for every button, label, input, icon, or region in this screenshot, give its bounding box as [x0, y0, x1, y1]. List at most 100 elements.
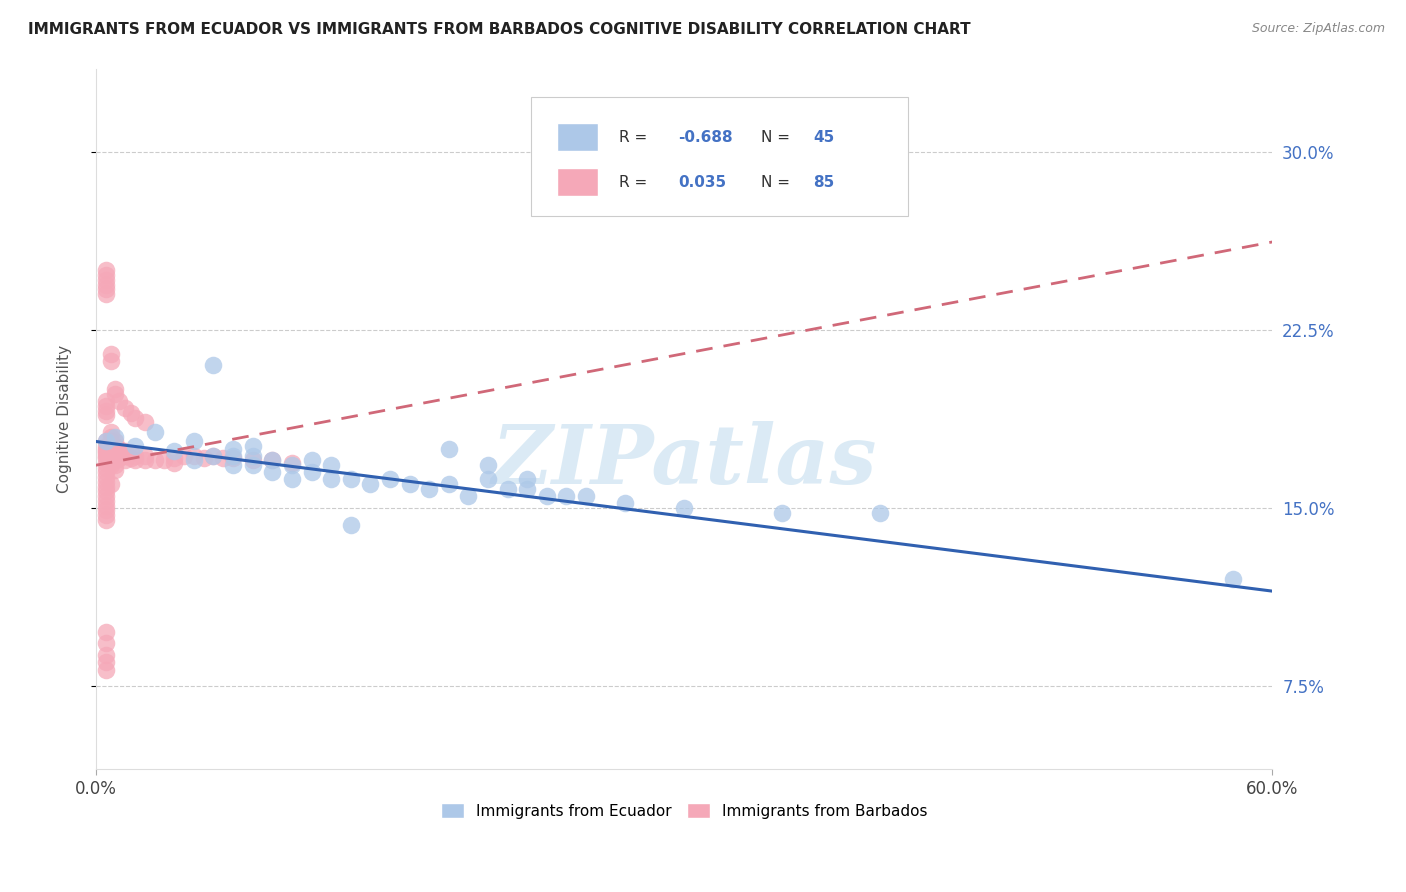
Point — [94, 480, 117, 494]
Point — [222, 451, 245, 466]
Point — [124, 449, 146, 463]
Point — [120, 451, 142, 466]
Point — [614, 496, 637, 510]
Text: N =: N = — [761, 129, 794, 145]
Point — [104, 458, 127, 473]
Point — [183, 434, 205, 449]
Point — [183, 453, 205, 467]
FancyBboxPatch shape — [557, 123, 599, 152]
Point — [104, 387, 127, 401]
Point — [104, 444, 127, 458]
Point — [100, 477, 122, 491]
Text: 45: 45 — [814, 129, 835, 145]
Point — [94, 446, 117, 460]
Point — [173, 449, 195, 463]
Point — [163, 456, 186, 470]
Point — [202, 449, 225, 463]
Point — [94, 409, 117, 423]
Point — [104, 449, 127, 463]
Point — [770, 506, 793, 520]
Point — [94, 263, 117, 277]
Point — [100, 353, 122, 368]
Point — [94, 434, 117, 449]
Point — [321, 473, 343, 487]
Point — [673, 501, 696, 516]
Point — [120, 406, 142, 420]
Point — [134, 416, 156, 430]
Point — [100, 458, 122, 473]
Point — [94, 503, 117, 517]
Point — [94, 403, 117, 417]
Point — [114, 401, 136, 416]
Point — [94, 434, 117, 449]
Point — [163, 444, 186, 458]
Point — [94, 470, 117, 484]
Point — [104, 439, 127, 453]
Point — [100, 425, 122, 439]
Point — [134, 453, 156, 467]
Point — [94, 513, 117, 527]
Point — [94, 663, 117, 677]
Point — [94, 439, 117, 453]
Point — [94, 508, 117, 522]
Point — [94, 287, 117, 301]
Point — [94, 460, 117, 475]
Point — [222, 458, 245, 473]
Point — [104, 453, 127, 467]
Point — [418, 482, 440, 496]
Point — [94, 394, 117, 409]
Point — [281, 473, 304, 487]
Point — [94, 399, 117, 413]
Point — [281, 456, 304, 470]
Point — [575, 489, 598, 503]
Point — [100, 439, 122, 453]
Point — [94, 444, 117, 458]
Point — [281, 458, 304, 473]
Point — [301, 466, 323, 480]
Point — [100, 434, 122, 449]
Point — [108, 394, 131, 409]
Point — [339, 517, 361, 532]
Point — [301, 453, 323, 467]
Point — [94, 273, 117, 287]
Point — [94, 277, 117, 292]
Point — [124, 410, 146, 425]
Point — [555, 489, 578, 503]
Text: Source: ZipAtlas.com: Source: ZipAtlas.com — [1251, 22, 1385, 36]
Point — [94, 466, 117, 480]
Point — [398, 477, 420, 491]
Point — [94, 494, 117, 508]
Point — [94, 484, 117, 499]
Point — [94, 442, 117, 456]
Point — [477, 458, 499, 473]
Point — [163, 451, 186, 466]
Text: ZIPatlas: ZIPatlas — [491, 421, 877, 501]
Point — [100, 449, 122, 463]
Point — [1222, 572, 1244, 586]
Point — [516, 473, 538, 487]
FancyBboxPatch shape — [557, 168, 599, 196]
Point — [242, 458, 264, 473]
Point — [94, 282, 117, 296]
Point — [108, 442, 131, 456]
Point — [437, 442, 460, 456]
Point — [457, 489, 479, 503]
Point — [222, 442, 245, 456]
Point — [100, 346, 122, 360]
Point — [114, 453, 136, 467]
Point — [143, 425, 166, 439]
Point — [262, 453, 284, 467]
Point — [242, 453, 264, 467]
Point — [193, 451, 215, 466]
Text: R =: R = — [620, 175, 652, 189]
Point — [94, 648, 117, 663]
Point — [202, 449, 225, 463]
Legend: Immigrants from Ecuador, Immigrants from Barbados: Immigrants from Ecuador, Immigrants from… — [434, 797, 934, 825]
Text: -0.688: -0.688 — [678, 129, 733, 145]
Text: IMMIGRANTS FROM ECUADOR VS IMMIGRANTS FROM BARBADOS COGNITIVE DISABILITY CORRELA: IMMIGRANTS FROM ECUADOR VS IMMIGRANTS FR… — [28, 22, 970, 37]
Point — [94, 624, 117, 639]
Point — [321, 458, 343, 473]
Point — [536, 489, 558, 503]
Text: R =: R = — [620, 129, 652, 145]
Point — [378, 473, 401, 487]
